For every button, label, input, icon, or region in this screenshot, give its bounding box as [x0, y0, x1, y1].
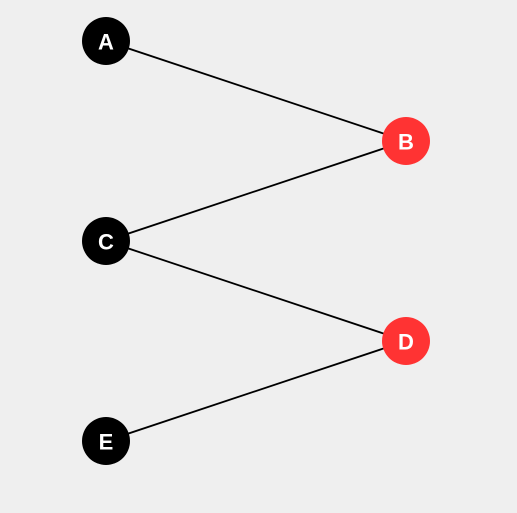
edge-a-b: [105, 40, 407, 142]
node-a-label: A: [98, 30, 114, 55]
node-a-circle: [82, 17, 130, 65]
edge-c-b: [105, 140, 407, 242]
node-d-circle: [382, 317, 430, 365]
node-c: C: [82, 217, 130, 265]
node-e-label: E: [99, 430, 114, 455]
node-d-label: D: [398, 330, 414, 355]
node-b-label: B: [398, 130, 414, 155]
node-d: D: [382, 317, 430, 365]
node-c-label: C: [98, 230, 114, 255]
node-e: E: [82, 417, 130, 465]
edge-e-d: [105, 340, 407, 442]
edge-c-d: [105, 240, 407, 342]
edges-layer: [105, 40, 407, 442]
node-a: A: [82, 17, 130, 65]
nodes-layer: A B C D E: [82, 17, 430, 465]
node-e-circle: [82, 417, 130, 465]
node-b: B: [382, 117, 430, 165]
node-c-circle: [82, 217, 130, 265]
node-b-circle: [382, 117, 430, 165]
